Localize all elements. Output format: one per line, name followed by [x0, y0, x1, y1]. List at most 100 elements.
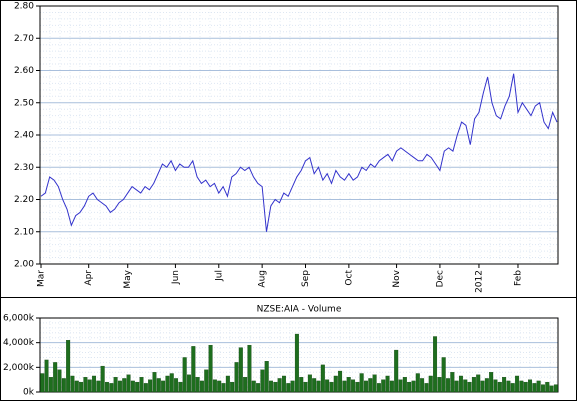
- volume-title: NZSE:AIA - Volume: [257, 305, 342, 315]
- volume-bar: [433, 336, 438, 393]
- volume-bar: [44, 359, 49, 393]
- volume-bar: [519, 380, 524, 393]
- volume-bar: [256, 383, 261, 393]
- volume-bar: [152, 372, 157, 393]
- volume-bar: [117, 380, 122, 393]
- volume-bar: [398, 379, 403, 393]
- volume-bar: [325, 379, 330, 393]
- volume-bar: [100, 365, 105, 393]
- volume-bar: [303, 381, 308, 393]
- volume-bar: [463, 379, 468, 393]
- y-tick-label: 6,000k: [3, 314, 35, 324]
- volume-bar: [96, 380, 101, 393]
- volume-bar: [351, 379, 356, 393]
- volume-bar: [126, 374, 131, 393]
- volume-bar: [316, 380, 321, 393]
- volume-bar: [532, 383, 537, 393]
- volume-bar: [40, 373, 45, 393]
- volume-bar: [467, 381, 472, 393]
- x-tick-label: Jun: [171, 270, 181, 285]
- volume-bar: [502, 377, 507, 393]
- volume-bar: [441, 357, 446, 393]
- volume-bar: [484, 378, 489, 393]
- volume-bar: [437, 377, 442, 393]
- volume-bar: [428, 375, 433, 393]
- volume-bar: [355, 381, 360, 393]
- volume-bar: [372, 374, 377, 393]
- volume-bar: [312, 378, 317, 393]
- volume-bar: [87, 379, 92, 393]
- volume-bar: [204, 369, 209, 393]
- volume-bar: [260, 369, 265, 393]
- volume-bar: [329, 381, 334, 393]
- volume-bar: [148, 379, 153, 393]
- volume-bar: [230, 381, 235, 393]
- volume-bar: [476, 374, 481, 393]
- volume-bar: [333, 375, 338, 393]
- volume-bar: [489, 372, 494, 393]
- volume-bar: [178, 381, 183, 393]
- volume-bar: [113, 377, 118, 393]
- volume-bar: [307, 374, 312, 393]
- volume-bar: [169, 373, 174, 393]
- volume-bar: [515, 375, 520, 393]
- volume-bar: [389, 380, 394, 393]
- volume-bar: [342, 380, 347, 393]
- volume-bar: [454, 380, 459, 393]
- volume-bar: [402, 377, 407, 393]
- volume-bar: [536, 380, 541, 393]
- volume-bar: [294, 333, 299, 393]
- volume-bar: [79, 381, 84, 393]
- volume-bar: [66, 340, 71, 393]
- price-line: [40, 73, 558, 232]
- x-tick-label: Apr: [84, 270, 94, 286]
- y-tick-label: 2.80: [14, 2, 34, 12]
- x-tick-label: Dec: [435, 270, 445, 287]
- volume-bar: [480, 380, 485, 393]
- volume-bar: [109, 383, 114, 393]
- y-tick-label: 2.00: [14, 260, 34, 270]
- volume-bar: [48, 377, 53, 393]
- volume-bar: [376, 383, 381, 393]
- volume-bar: [238, 347, 243, 393]
- x-tick-label: Sep: [301, 270, 311, 287]
- volume-bar: [208, 344, 213, 393]
- y-tick-label: 2.60: [14, 66, 34, 76]
- volume-bar: [264, 361, 269, 393]
- volume-bar: [346, 377, 351, 393]
- volume-bar: [506, 380, 511, 393]
- volume-bar: [122, 378, 127, 393]
- volume-bar: [277, 378, 282, 393]
- volume-bar: [553, 384, 558, 393]
- volume-bar: [105, 381, 109, 393]
- volume-bar: [247, 344, 252, 393]
- volume-bar: [549, 385, 554, 393]
- volume-bar: [411, 380, 416, 393]
- volume-bar: [217, 380, 222, 393]
- volume-bar: [320, 364, 325, 393]
- volume-bar: [510, 383, 515, 393]
- volume-bar: [545, 381, 550, 393]
- volume-bar: [243, 377, 248, 393]
- volume-bar: [281, 375, 286, 393]
- volume-bar: [199, 380, 204, 393]
- y-tick-label: 2.70: [14, 34, 34, 44]
- volume-bar: [130, 380, 135, 393]
- volume-bar: [174, 378, 179, 393]
- volume-bar: [493, 379, 498, 393]
- volume-bar: [191, 346, 196, 393]
- x-tick-label: Mar: [37, 270, 47, 287]
- volume-bar: [359, 373, 364, 393]
- volume-bar: [135, 381, 140, 393]
- volume-bar: [299, 377, 304, 393]
- volume-bar: [381, 379, 386, 393]
- volume-bar: [53, 362, 58, 393]
- plot-area: [39, 317, 559, 393]
- volume-bar: [74, 380, 79, 393]
- volume-bar: [225, 375, 230, 393]
- x-tick-label: May: [123, 269, 133, 288]
- y-tick-label: 4,000k: [3, 338, 35, 348]
- volume-bar: [450, 372, 455, 393]
- y-tick-label: 2.20: [14, 195, 34, 205]
